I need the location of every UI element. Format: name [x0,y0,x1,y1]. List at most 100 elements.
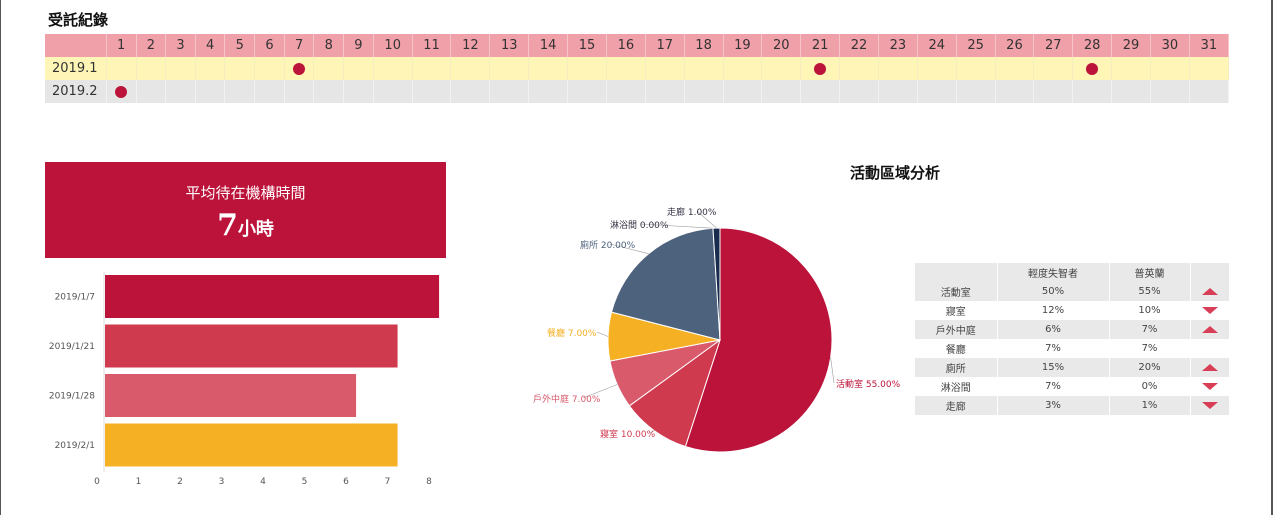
bar-x-tick-label: 3 [219,477,225,487]
comparison-mild-dementia-cell: 15% [997,358,1110,377]
trend-up-icon [1201,325,1218,333]
average-time-value: 7小時 [45,208,446,243]
calendar-day-cell [684,57,724,80]
calendar-day-header: 2 [136,34,167,57]
pie-leader-line [596,331,609,337]
calendar-day-cell [224,80,256,103]
comparison-mild-dementia-cell: 7% [997,339,1110,358]
calendar-day-header: 5 [224,34,256,57]
calendar-day-cell [412,57,452,80]
calendar-day-cell [839,57,879,80]
calendar-day-cell [878,57,918,80]
calendar-day-header: 6 [254,34,285,57]
calendar-day-header: 25 [956,34,996,57]
calendar-day-cell [284,57,315,80]
calendar-day-header: 26 [995,34,1035,57]
comparison-general-cell: 7% [1109,320,1191,339]
average-time-card: 平均待在機構時間 7小時 [45,162,446,258]
calendar-day-cell [254,80,285,103]
bar-x-tick-label: 4 [260,477,266,487]
bar-x-tick-label: 0 [94,477,100,487]
calendar-day-cell [165,80,196,103]
calendar-day-header: 22 [839,34,879,57]
calendar-day-cell [723,57,763,80]
average-time-unit: 小時 [237,219,274,240]
visit-marker-dot [814,62,827,75]
comparison-header-cell [1190,263,1230,282]
comparison-general-cell: 55% [1109,282,1191,301]
pie-leader-line [696,210,717,229]
calendar-day-header: 7 [284,34,315,57]
comparison-area-cell: 戶外中庭 [915,320,998,339]
visit-marker-dot [293,62,306,75]
calendar-day-header: 15 [567,34,607,57]
visit-calendar: 1 2 3 4 5 6 7 8 9 10 11 12 13 14 15 16 17 18 19 20 21 22 23 24 2… [45,34,1230,103]
bar-category-label: 2019/1/7 [55,293,95,303]
calendar-day-header: 11 [412,34,452,57]
trend-up-icon [1201,287,1218,295]
comparison-mild-dementia-cell: 6% [997,320,1110,339]
calendar-day-cell [684,80,724,103]
calendar-day-header: 14 [528,34,569,57]
pie-leader-line [649,430,655,434]
comparison-row: 廁所 15% 20% [915,358,1230,377]
calendar-day-cell [567,57,607,80]
comparison-row: 戶外中庭 6% 7% [915,320,1230,339]
calendar-day-cell [343,80,374,103]
comparison-row: 活動室 50% 55% [915,282,1230,301]
comparison-mild-dementia-cell: 50% [997,282,1110,301]
trend-down-icon [1201,382,1218,390]
calendar-day-cell [1072,80,1113,103]
comparison-trend-cell [1190,358,1230,377]
comparison-area-cell: 淋浴間 [915,377,998,396]
activity-area-pie-chart: 活動室 55.00% 寢室 10.00% 戶外中庭 7.00% 餐廳 7.00% 廁所 … [533,206,901,453]
bar-x-tick-label: 6 [343,477,349,487]
calendar-day-cell [373,80,413,103]
calendar-day-cell [645,80,685,103]
bar-x-tick-label: 1 [136,477,142,487]
area-comparison-table: 輕度失智者 普英蘭 活動室 50% 55% 寢室 12% 10% 戶外中庭 6% 7% 餐廳 7% 7% 廁… [915,263,1230,415]
comparison-area-cell: 走廊 [915,396,998,415]
calendar-month-row: 2019.1 [45,57,1230,80]
calendar-day-header: 9 [343,34,374,57]
bar-x-tick-label: 8 [426,477,432,487]
calendar-day-header: 18 [684,34,724,57]
calendar-day-cell [195,57,226,80]
calendar-day-header: 23 [878,34,918,57]
pie-slice-label: 走廊 1.00% [667,206,717,218]
calendar-day-cell [800,57,841,80]
calendar-day-cell [761,57,802,80]
duration-bar [105,275,440,318]
calendar-day-cell [956,80,996,103]
calendar-day-cell [343,57,374,80]
calendar-day-cell [1033,80,1074,103]
comparison-area-cell: 餐廳 [915,339,998,358]
calendar-day-cell [761,80,802,103]
calendar-day-cell [224,57,256,80]
calendar-day-header: 19 [723,34,763,57]
calendar-day-cell [878,80,918,103]
calendar-day-cell [106,57,137,80]
calendar-day-cell [489,57,530,80]
calendar-day-header: 21 [800,34,841,57]
window-border-right [1271,0,1273,515]
visit-marker-dot [1086,62,1099,75]
calendar-day-header: 4 [195,34,226,57]
calendar-day-cell [450,57,491,80]
bar-x-tick-label: 7 [385,477,391,487]
calendar-day-cell [1111,57,1151,80]
comparison-header-cell [915,263,998,282]
bar-x-tick-label: 5 [302,477,308,487]
comparison-trend-cell [1190,377,1230,396]
calendar-day-cell [165,57,196,80]
average-time-label: 平均待在機構時間 [185,184,306,202]
calendar-day-cell [313,80,345,103]
calendar-day-header: 10 [373,34,413,57]
calendar-day-cell [136,57,167,80]
calendar-day-header: 29 [1111,34,1151,57]
comparison-mild-dementia-cell: 3% [997,396,1110,415]
comparison-area-cell: 廁所 [915,358,998,377]
trend-down-icon [1201,401,1218,409]
comparison-general-cell: 10% [1109,301,1191,320]
calendar-day-cell [606,57,646,80]
